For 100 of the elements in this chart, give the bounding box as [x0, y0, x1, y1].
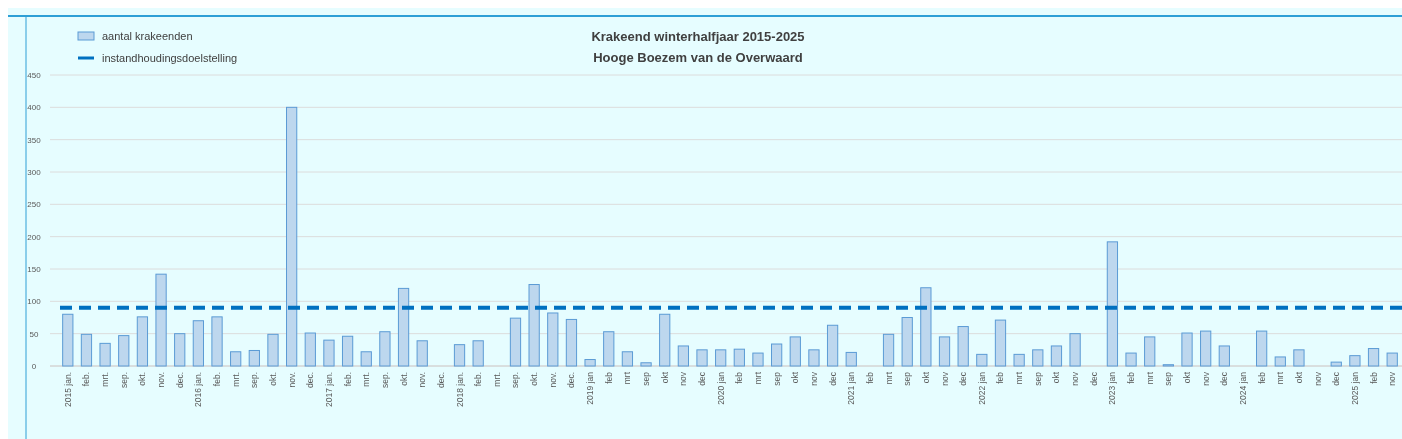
- x-tick-label: 2019 jan: [585, 371, 596, 405]
- bar: [248, 349, 260, 367]
- x-tick-label: okt.: [398, 372, 409, 386]
- bar: [80, 333, 93, 367]
- bar: [621, 351, 634, 367]
- x-tick-label: dec.: [566, 372, 577, 389]
- x-tick-label: mrt: [1144, 371, 1155, 385]
- x-tick-label: dec: [1331, 371, 1342, 386]
- bar: [1274, 356, 1286, 367]
- bar: [1050, 345, 1063, 367]
- bar: [1013, 353, 1025, 367]
- bar: [1218, 345, 1230, 367]
- x-tick-label: okt: [920, 371, 931, 384]
- x-tick-label: 2018 jan.: [454, 372, 465, 407]
- bar: [547, 312, 559, 367]
- x-tick-label: 2023 jan: [1107, 371, 1118, 405]
- bar: [826, 324, 839, 367]
- y-tick-label: 50: [29, 329, 39, 339]
- x-tick-label: feb: [1368, 371, 1379, 384]
- x-tick-label: sep.: [249, 372, 260, 389]
- y-tick-label: 200: [27, 232, 42, 242]
- x-tick-label: okt: [1293, 371, 1304, 384]
- x-tick-label: feb: [864, 371, 875, 384]
- bar: [696, 349, 708, 367]
- bar: [789, 336, 801, 367]
- x-tick-label: dec: [827, 371, 838, 386]
- bar: [584, 359, 596, 367]
- x-tick-label: dec.: [174, 372, 185, 389]
- bar: [1125, 352, 1137, 367]
- y-tick-label: 0: [31, 362, 37, 371]
- bar: [920, 287, 932, 367]
- x-tick-label: mrt: [1014, 371, 1025, 385]
- bar: [808, 349, 820, 367]
- bar: [1349, 355, 1361, 367]
- x-tick-label: nov: [1200, 371, 1211, 386]
- x-tick-label: 2020 jan: [715, 371, 726, 405]
- legend-label: aantal krakeenden: [102, 30, 193, 42]
- x-tick-label: dec.: [435, 372, 446, 389]
- x-tick-label: okt.: [267, 372, 278, 386]
- x-tick-label: feb.: [212, 372, 223, 387]
- bar: [286, 106, 298, 367]
- bar: [659, 313, 671, 367]
- bar: [118, 335, 130, 367]
- bar: [771, 343, 783, 367]
- x-tick-label: 2025 jan: [1349, 371, 1360, 405]
- x-tick-label: nov: [1312, 371, 1323, 386]
- bar: [1256, 330, 1268, 367]
- bar: [1106, 241, 1119, 367]
- x-tick-label: mrt: [883, 371, 894, 385]
- legend-label: instandhoudingsdoelstelling: [102, 52, 238, 64]
- bar: [565, 318, 578, 367]
- x-tick-label: mrt.: [491, 372, 502, 387]
- bar: [640, 362, 652, 367]
- bar: [603, 331, 615, 367]
- bar: [99, 342, 111, 367]
- bar: [304, 332, 316, 367]
- bar: [453, 344, 466, 367]
- x-tick-label: nov: [808, 371, 819, 386]
- bar: [1293, 349, 1305, 367]
- x-tick-label: sep: [771, 371, 782, 386]
- bar: [416, 340, 428, 367]
- x-tick-label: dec: [697, 371, 708, 386]
- x-tick-label: sep.: [510, 372, 521, 389]
- bar: [1200, 330, 1212, 367]
- x-tick-label: 2016 jan.: [193, 372, 204, 407]
- bar: [1069, 333, 1081, 367]
- x-tick-label: okt: [659, 371, 670, 384]
- x-tick-label: feb: [603, 371, 614, 384]
- x-tick-label: nov.: [286, 372, 297, 388]
- x-tick-label: 2024 jan: [1237, 371, 1248, 405]
- bar: [136, 316, 149, 367]
- bar: [341, 335, 354, 367]
- x-tick-label: mrt.: [361, 372, 372, 387]
- x-tick-label: feb: [1256, 371, 1267, 384]
- x-tick-label: 2015 jan.: [62, 372, 73, 407]
- bar: [715, 349, 727, 367]
- x-tick-label: dec: [958, 371, 969, 386]
- y-tick-label: 350: [27, 135, 42, 145]
- x-tick-label: feb: [995, 371, 1006, 384]
- x-tick-label: sep.: [118, 372, 129, 389]
- x-tick-label: okt: [1182, 371, 1193, 384]
- bar: [62, 313, 74, 367]
- x-tick-label: mrt.: [100, 372, 111, 387]
- x-tick-label: sep: [1163, 371, 1174, 386]
- x-tick-label: okt.: [529, 372, 540, 386]
- x-tick-label: 2021 jan: [846, 371, 857, 405]
- bar: [994, 319, 1007, 367]
- bar: [677, 345, 689, 367]
- x-tick-label: okt.: [137, 372, 148, 386]
- x-tick-label: nov: [1070, 371, 1081, 386]
- bar: [1330, 361, 1342, 367]
- x-tick-label: nov.: [417, 372, 428, 388]
- y-tick-label: 250: [27, 200, 42, 210]
- x-tick-label: 2017 jan.: [323, 372, 334, 407]
- bar: [1181, 332, 1193, 367]
- x-tick-label: feb.: [342, 372, 353, 387]
- bar: [1144, 336, 1156, 367]
- x-tick-label: sep: [1032, 371, 1043, 386]
- bar: [882, 333, 895, 367]
- bar: [938, 336, 951, 367]
